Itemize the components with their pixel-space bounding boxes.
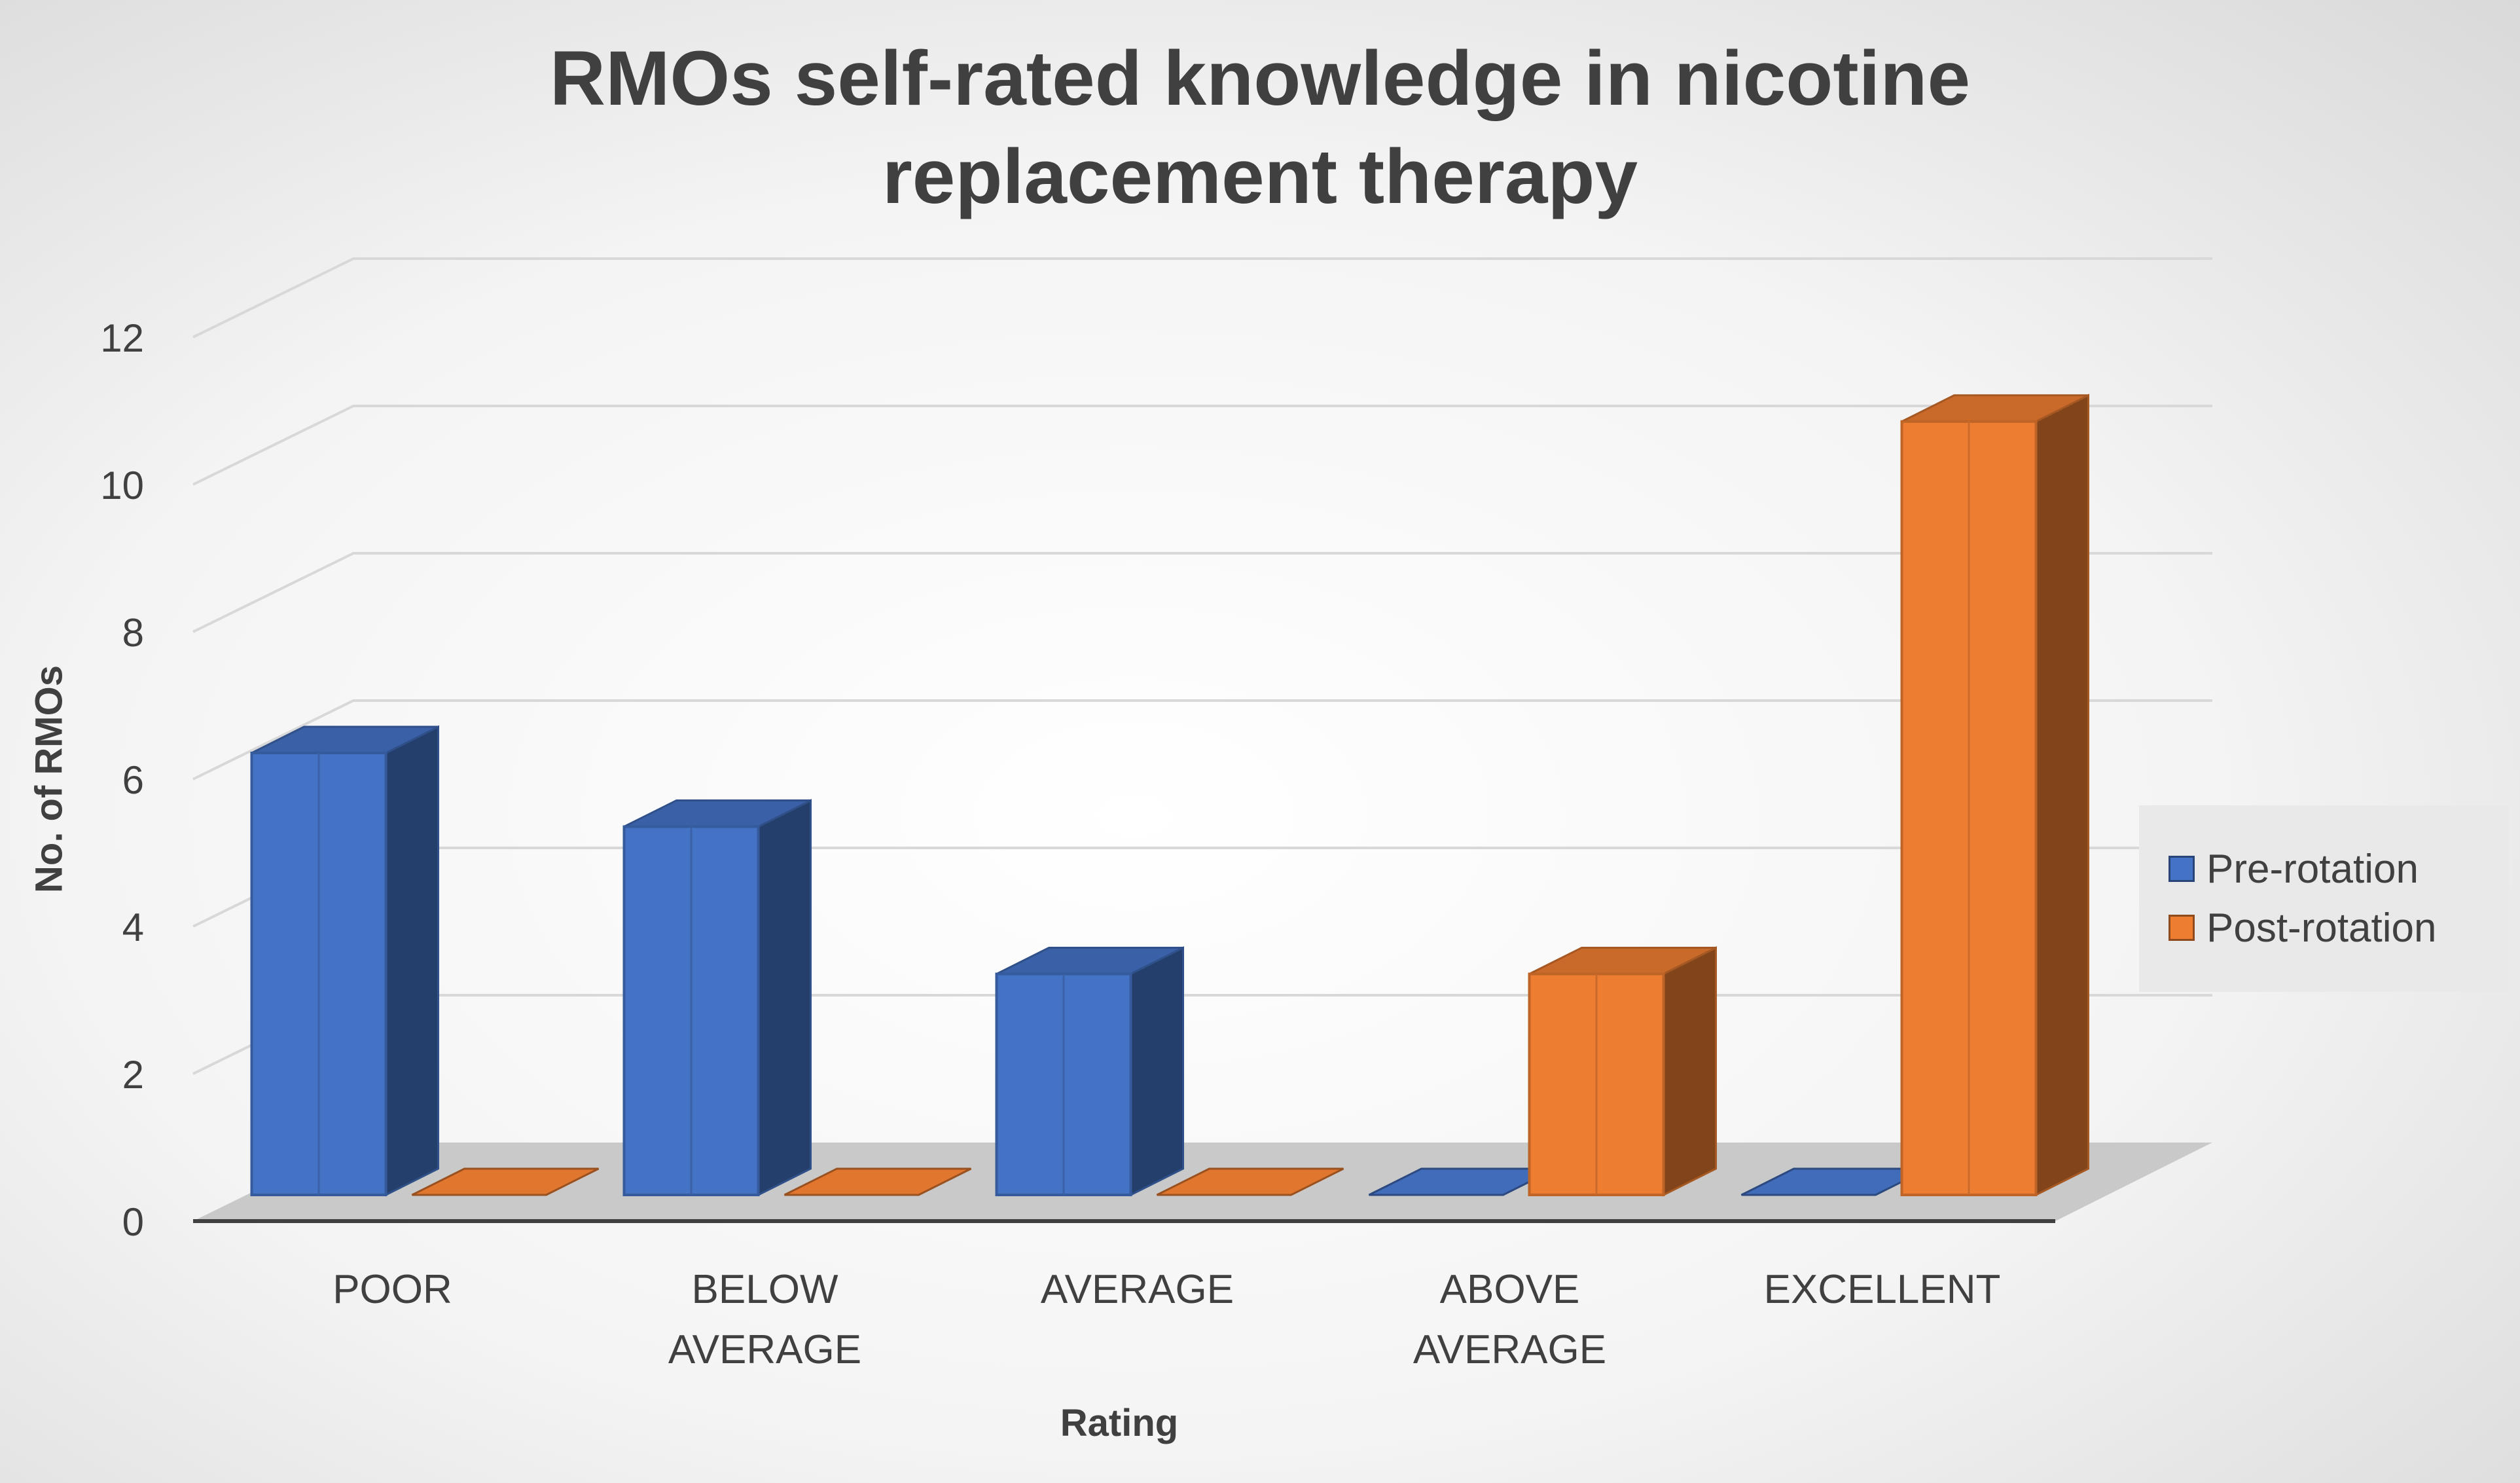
x-tick-label: ABOVE AVERAGE [1413, 1267, 1606, 1372]
bars [250, 394, 2089, 1197]
bar-post-rotation-1 [783, 1167, 972, 1196]
x-tick-label: EXCELLENT [1764, 1267, 2001, 1312]
chart-title: RMOs self-rated knowledge in nicotine re… [549, 35, 1971, 220]
x-axis-title: Rating [1060, 1402, 1179, 1444]
y-tick-label: 6 [122, 758, 144, 802]
bar-post-rotation-2 [1156, 1167, 1344, 1196]
legend-label-post-rotation: Post-rotation [2206, 905, 2437, 951]
y-tick-label: 8 [122, 611, 144, 655]
y-tick-label: 12 [100, 316, 144, 360]
bar-pre-rotation-2 [995, 946, 1184, 1197]
legend-swatch-pre-rotation [2169, 856, 2195, 882]
legend-item-pre-rotation: Pre-rotation [2169, 846, 2419, 892]
bar-pre-rotation-1 [622, 799, 812, 1197]
gridline [192, 405, 2212, 486]
gridline [192, 552, 2212, 633]
x-tick-label: POOR [333, 1267, 452, 1312]
x-tick-label: AVERAGE [1041, 1267, 1234, 1312]
x-tick-label: BELOW AVERAGE [668, 1267, 861, 1372]
y-tick-label: 2 [122, 1053, 144, 1097]
bar-post-rotation-3 [1528, 946, 1717, 1197]
bar-post-rotation-0 [411, 1167, 600, 1196]
y-tick-label: 4 [122, 906, 144, 949]
legend-item-post-rotation: Post-rotation [2169, 905, 2437, 951]
legend-swatch-post-rotation [2169, 915, 2195, 941]
x-tick-labels: POOR BELOW AVERAGE AVERAGE ABOVE AVERAGE EXCEL… [333, 1267, 2000, 1372]
y-tick-label: 0 [122, 1200, 144, 1244]
y-tick-label: 10 [100, 464, 144, 507]
gridline [192, 257, 2212, 339]
bar-post-rotation-4 [1900, 394, 2089, 1197]
y-tick-labels: 0 2 4 6 8 10 12 [100, 316, 144, 1244]
legend: Pre-rotation Post-rotation [2139, 805, 2509, 992]
bar-pre-rotation-0 [250, 725, 439, 1197]
gridline [192, 699, 2212, 780]
legend-label-pre-rotation: Pre-rotation [2206, 846, 2419, 892]
y-axis-title: No. of RMOs [27, 665, 71, 893]
